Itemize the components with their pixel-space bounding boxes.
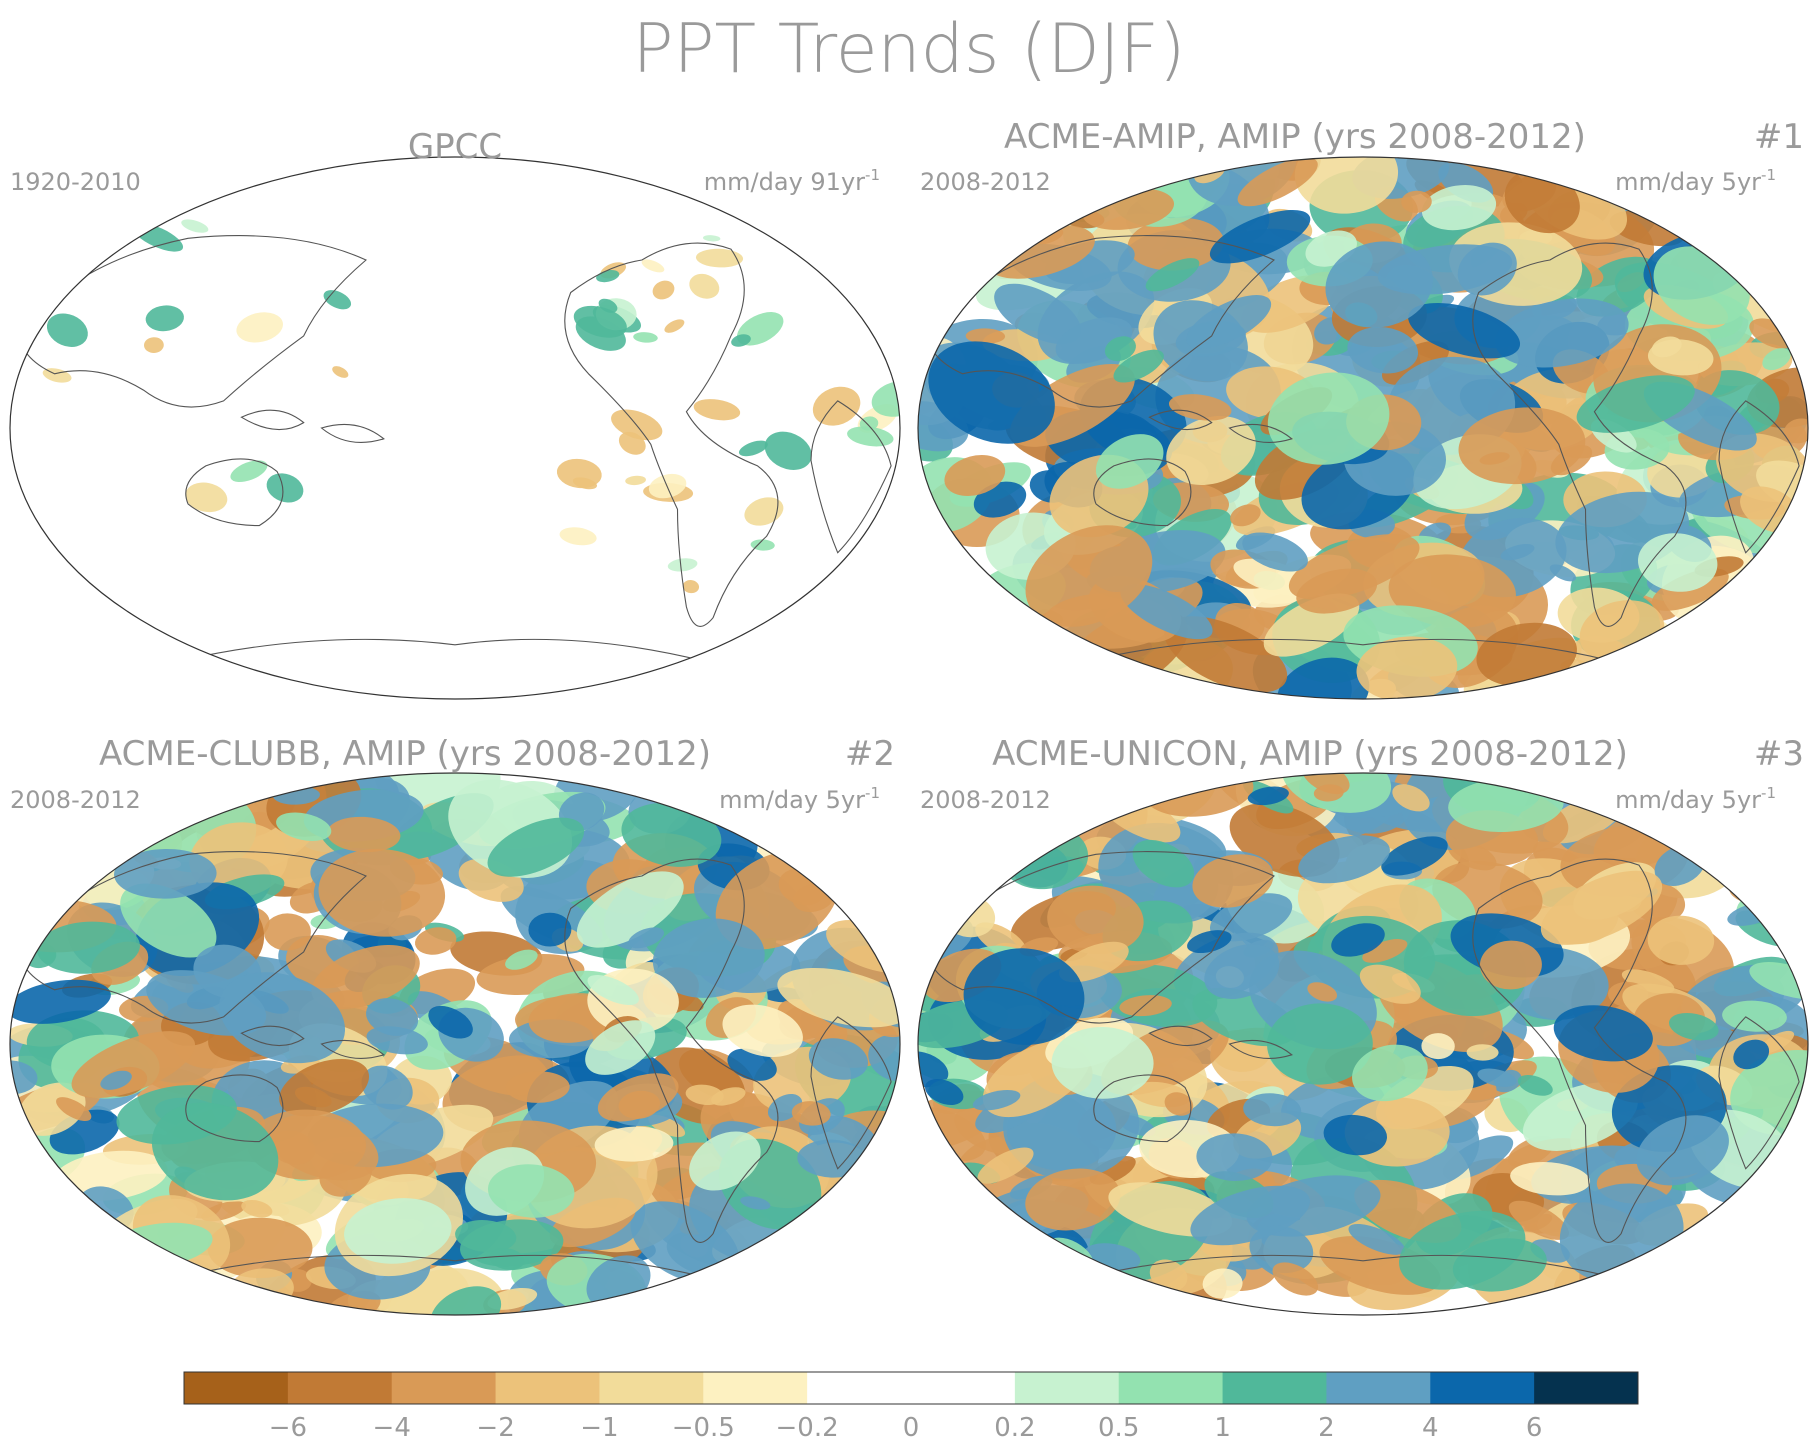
colorbar-tick-label: 0 (903, 1413, 920, 1440)
colorbar-frame (183, 1371, 1639, 1405)
colorbar-tick-label: −6 (269, 1413, 307, 1440)
panel-period: 2008-2012 (920, 786, 1051, 814)
panel-number: #1 (1754, 117, 1804, 157)
colorbar-swatch (1430, 1372, 1535, 1404)
panel-units: mm/day 5yr-1 (1615, 166, 1776, 196)
colorbar-tick-label: −1 (580, 1413, 618, 1440)
colorbar-swatch (807, 1372, 912, 1404)
panel-title: GPCC (408, 127, 502, 167)
panel-number: #3 (1754, 734, 1804, 774)
map-border (9, 772, 901, 1316)
map-border (917, 156, 1809, 700)
panel-period: 2008-2012 (920, 168, 1051, 196)
map-border (9, 156, 901, 700)
coastlines (926, 851, 1800, 1278)
colorbar-tick-label: 6 (1526, 1413, 1543, 1440)
panel-units: mm/day 5yr-1 (719, 784, 880, 814)
colorbar-tick-label: 1 (1214, 1413, 1231, 1440)
colorbar-swatch (1118, 1372, 1224, 1404)
colorbar-swatch (391, 1372, 497, 1404)
colorbar-tick-label: 0.2 (994, 1413, 1035, 1440)
trend-field (918, 773, 1808, 1315)
colorbar-swatch (703, 1372, 808, 1404)
coastlines (926, 235, 1800, 662)
coastlines (18, 851, 892, 1278)
colorbar-tick-label: −0.2 (776, 1413, 839, 1440)
colorbar-swatch (184, 1372, 289, 1404)
colorbar-swatch (911, 1372, 1016, 1404)
colorbar-tick-label: 4 (1422, 1413, 1439, 1440)
figure-title: PPT Trends (DJF) (633, 10, 1186, 89)
map-panel-1: GPCC 1920-2010 mm/day 91yr-1 (9, 127, 901, 700)
panel-period: 2008-2012 (10, 786, 141, 814)
colorbar-tick-label: 2 (1318, 1413, 1335, 1440)
colorbar-swatch (1222, 1372, 1327, 1404)
panel-units: mm/day 91yr-1 (704, 166, 880, 196)
map-panel-4: ACME-UNICON, AMIP (yrs 2008-2012) 2008-20… (917, 734, 1809, 1316)
coastlines (18, 235, 892, 662)
map-panel-3: ACME-CLUBB, AMIP (yrs 2008-2012) 2008-201… (9, 734, 901, 1316)
panel-title: ACME-UNICON, AMIP (yrs 2008-2012) (992, 734, 1628, 774)
colorbar-swatch (1014, 1372, 1120, 1404)
colorbar-swatch (287, 1372, 393, 1404)
map-border (917, 772, 1809, 1316)
colorbar-tick-label: −4 (373, 1413, 411, 1440)
map-panel-2: ACME-AMIP, AMIP (yrs 2008-2012) 2008-2012… (917, 117, 1809, 700)
colorbar: −6 −4 −2 −1 −0.5 −0.2 0 0.2 0.5 1 2 4 6 (183, 1371, 1639, 1440)
colorbar-swatch (1534, 1372, 1639, 1404)
colorbar-swatch (1326, 1372, 1431, 1404)
colorbar-swatch (495, 1372, 600, 1404)
panel-number: #2 (845, 734, 895, 774)
panel-units: mm/day 5yr-1 (1615, 784, 1776, 814)
panel-period: 1920-2010 (10, 168, 141, 196)
panel-title: ACME-AMIP, AMIP (yrs 2008-2012) (1004, 117, 1586, 157)
panel-title: ACME-CLUBB, AMIP (yrs 2008-2012) (99, 734, 711, 774)
colorbar-tick-label: −2 (476, 1413, 514, 1440)
colorbar-tick-label: −0.5 (672, 1413, 735, 1440)
trend-field (918, 157, 1808, 699)
colorbar-tick-label: 0.5 (1098, 1413, 1139, 1440)
colorbar-swatch (599, 1372, 704, 1404)
